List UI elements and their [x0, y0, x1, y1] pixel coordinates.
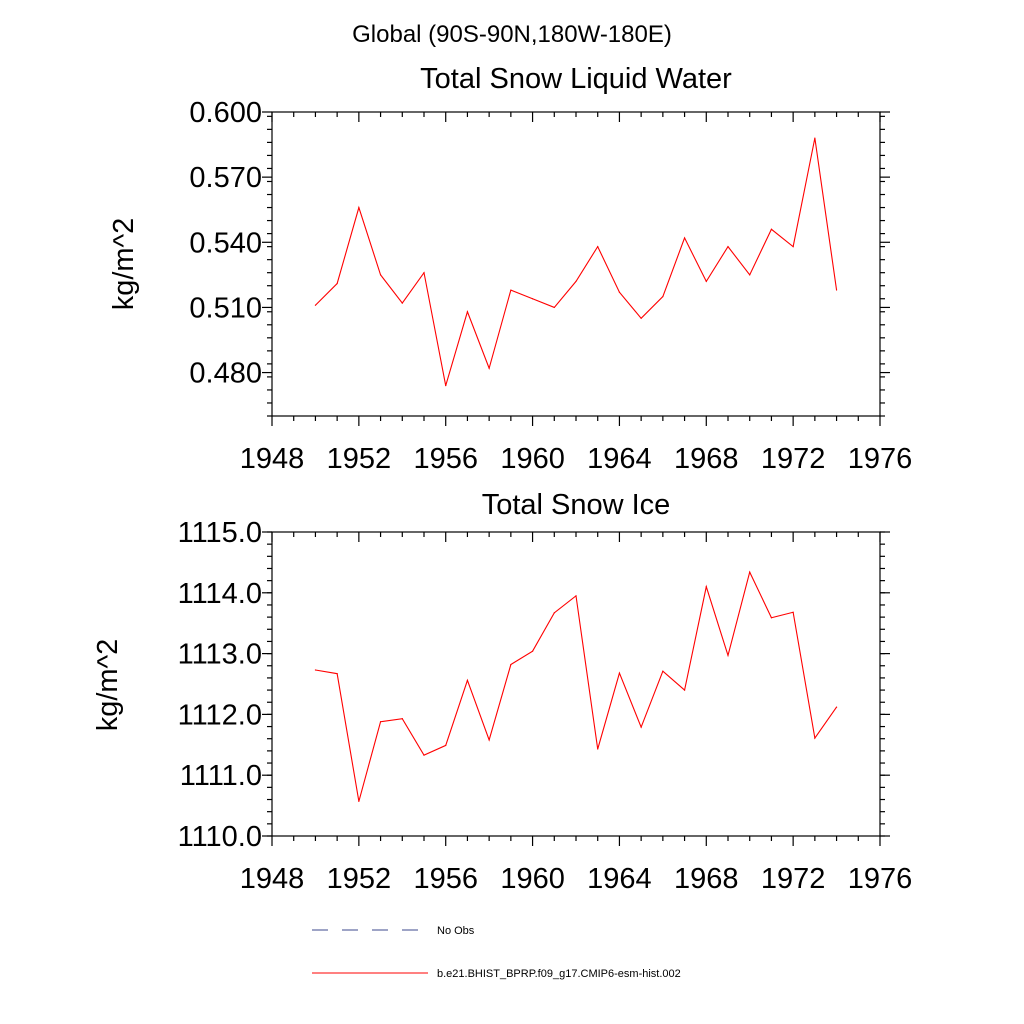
chart-title: Total Snow Ice [482, 489, 671, 521]
data-point [510, 289, 512, 291]
data-point [683, 237, 686, 239]
data-point [445, 385, 447, 387]
data-point [401, 302, 403, 304]
data-point [314, 669, 317, 671]
data-point [727, 654, 729, 657]
figure-suptitle: Global (90S-90N,180W-180E) [352, 21, 672, 48]
x-tick-label: 1956 [413, 443, 478, 475]
x-tick-label: 1948 [240, 863, 305, 895]
data-point [553, 612, 555, 614]
x-tick-label: 1948 [240, 443, 305, 475]
data-point [379, 721, 382, 723]
data-point [336, 282, 338, 285]
x-tick-label: 1960 [500, 443, 565, 475]
y-tick-label: 0.480 [189, 358, 262, 390]
x-tick-label: 1956 [413, 863, 478, 895]
data-point [314, 304, 317, 306]
x-tick-label: 1960 [500, 863, 565, 895]
data-point [358, 800, 360, 802]
data-point [488, 367, 490, 369]
y-tick-label: 1111.0 [180, 760, 262, 792]
data-point [683, 689, 686, 691]
y-tick-label: 0.540 [189, 227, 262, 259]
data-point [662, 670, 664, 672]
plot-frame [271, 111, 881, 417]
data-point [445, 744, 447, 747]
data-point [336, 673, 338, 675]
data-point [640, 317, 642, 319]
x-tick-label: 1976 [848, 863, 913, 895]
data-point [488, 739, 490, 741]
legend-label-no-obs: No Obs [437, 925, 475, 937]
data-point [423, 754, 425, 756]
data-point [814, 737, 816, 739]
x-tick-label: 1968 [674, 863, 739, 895]
panel-snow-liquid-water: Total Snow Liquid Water kg/m^2 1948 1952 1… [108, 63, 912, 475]
x-tick-label: 1952 [327, 863, 392, 895]
chart-title: Total Snow Liquid Water [420, 63, 732, 95]
x-tick-label: 1964 [587, 443, 652, 475]
y-axis-label: kg/m^2 [108, 218, 140, 311]
data-point [727, 246, 729, 248]
data-point [640, 726, 642, 728]
y-tick-label: 1112.0 [178, 699, 262, 731]
y-axis-label: kg/m^2 [92, 639, 124, 732]
y-tick-label: 1115.0 [178, 517, 262, 549]
data-point [770, 617, 773, 619]
data-point [358, 206, 360, 209]
x-tick-label: 1952 [327, 443, 392, 475]
data-point [618, 291, 621, 293]
x-tick-label: 1964 [587, 863, 652, 895]
legend: No Obs b.e21.BHIST_BPRP.f09_g17.CMIP6-es… [312, 925, 681, 980]
data-point [749, 571, 751, 573]
y-tick-label: 1114.0 [178, 578, 262, 610]
data-point [531, 650, 534, 652]
data-point [618, 672, 621, 674]
data-point [466, 679, 469, 681]
panel-snow-ice: Total Snow Ice kg/m^2 1948 1952 1956 1960 19… [92, 489, 912, 895]
data-point [510, 663, 512, 666]
x-tick-label: 1972 [761, 443, 826, 475]
series-line-model [315, 570, 838, 802]
y-tick-label: 1110.0 [178, 821, 262, 853]
data-point [597, 748, 599, 750]
data-point [423, 272, 425, 274]
data-point [705, 586, 707, 588]
legend-label-model: b.e21.BHIST_BPRP.f09_g17.CMIP6-esm-hist.… [437, 968, 681, 980]
y-tick-label: 0.570 [189, 162, 262, 194]
data-point [379, 274, 382, 276]
x-tick-label: 1972 [761, 863, 826, 895]
plot-frame [271, 531, 881, 837]
data-point [466, 311, 469, 313]
y-tick-label: 1113.0 [178, 639, 262, 671]
data-point [401, 718, 403, 720]
data-point [749, 274, 751, 276]
data-point [553, 306, 555, 309]
data-point [575, 280, 577, 282]
y-tick-label: 0.510 [189, 292, 262, 324]
y-tick-label: 0.600 [189, 97, 262, 129]
data-point [792, 246, 794, 248]
x-tick-label: 1968 [674, 443, 739, 475]
data-point [814, 137, 816, 139]
data-point [531, 298, 534, 300]
data-point [597, 246, 599, 248]
x-tick-label: 1976 [848, 443, 913, 475]
data-point [705, 280, 707, 282]
data-point [835, 706, 838, 708]
data-point [770, 228, 773, 230]
data-point [662, 295, 664, 298]
data-point [835, 289, 838, 291]
data-point [792, 611, 794, 613]
data-point [575, 595, 577, 597]
series-line-model [315, 137, 838, 386]
